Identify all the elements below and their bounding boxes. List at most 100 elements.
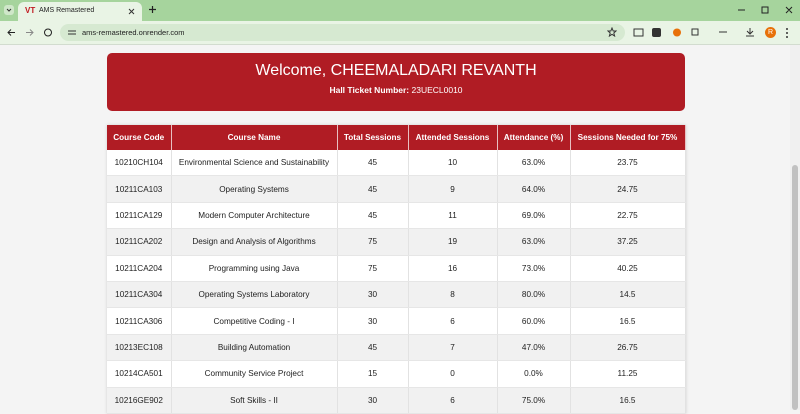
toolbar: ams-remastered.onrender.com R bbox=[0, 21, 800, 45]
site-info[interactable] bbox=[67, 28, 77, 37]
tab-strip: VT AMS Remastered bbox=[0, 0, 800, 21]
table-cell: 45 bbox=[337, 334, 409, 362]
welcome-text: Welcome, CHEEMALADARI REVANTH bbox=[255, 62, 537, 79]
table-cell: Building Automation bbox=[171, 334, 338, 362]
table-cell: 64.0% bbox=[497, 175, 571, 203]
table-cell: 26.75 bbox=[570, 334, 686, 362]
table-cell: Modern Computer Architecture bbox=[171, 202, 338, 230]
ticket-number: 23UECL0010 bbox=[411, 85, 463, 95]
table-cell: Operating Systems bbox=[171, 175, 338, 203]
bookmark-star[interactable] bbox=[607, 27, 617, 37]
table-row: 10211CA304 Operating Systems Laboratory 30… bbox=[107, 281, 686, 309]
table-cell: 30 bbox=[337, 307, 409, 335]
column-header: Attended Sessions bbox=[408, 125, 498, 150]
table-cell: Design and Analysis of Algorithms bbox=[171, 228, 338, 256]
scroll-thumb[interactable] bbox=[792, 165, 798, 410]
new-tab[interactable] bbox=[148, 5, 157, 14]
table-row: 10211CA129 Modern Computer Architecture 45… bbox=[107, 202, 686, 230]
column-header: Attendance (%) bbox=[497, 125, 571, 150]
table-cell: Community Service Project bbox=[171, 360, 338, 388]
table-cell: Operating Systems Laboratory bbox=[171, 281, 338, 309]
table-cell: 10214CA501 bbox=[107, 360, 172, 388]
nav-buttons[interactable] bbox=[6, 27, 56, 38]
table-row: 10214CA501 Community Service Project 15 0 0.… bbox=[107, 360, 686, 388]
table-row: 10216GE902 Soft Skills - II 30 6 75.0% 16.5 bbox=[107, 387, 686, 414]
tab-title: AMS Remastered bbox=[39, 7, 95, 14]
table-cell: 37.25 bbox=[570, 228, 686, 256]
table-cell: 10211CA306 bbox=[107, 307, 172, 335]
menu[interactable] bbox=[785, 27, 789, 39]
table-cell: 6 bbox=[408, 307, 498, 335]
table-cell: 0 bbox=[408, 360, 498, 388]
table-body: 10210CH104 Environmental Science and Sust… bbox=[107, 150, 686, 414]
table-cell: 30 bbox=[337, 387, 409, 414]
header-row: Course Code Course Name Total Sessions Atte… bbox=[107, 125, 686, 150]
table-cell: 45 bbox=[337, 202, 409, 230]
url: ams-remastered.onrender.com bbox=[82, 28, 185, 37]
welcome-card: Welcome, CHEEMALADARI REVANTH Hall Ticke… bbox=[107, 53, 685, 111]
table-row: 10213EC108 Building Automation 45 7 47.0% 26.… bbox=[107, 334, 686, 362]
hall-ticket: Hall Ticket Number: 23UECL0010 bbox=[107, 85, 685, 95]
table-cell: 60.0% bbox=[497, 307, 571, 335]
table-cell: 10211CA202 bbox=[107, 228, 172, 256]
table-row: 10211CA202 Design and Analysis of Algorit… bbox=[107, 228, 686, 256]
table-cell: 8 bbox=[408, 281, 498, 309]
table-cell: Competitive Coding - I bbox=[171, 307, 338, 335]
table-cell: 47.0% bbox=[497, 334, 571, 362]
table-cell: 19 bbox=[408, 228, 498, 256]
table-cell: 16.5 bbox=[570, 307, 686, 335]
attendance-table: Course Code Course Name Total Sessions Atte… bbox=[107, 125, 686, 414]
table-cell: 14.5 bbox=[570, 281, 686, 309]
table-cell: 45 bbox=[337, 150, 409, 177]
table-cell: 15 bbox=[337, 360, 409, 388]
table-cell: Environmental Science and Sustainability bbox=[171, 150, 338, 177]
table-cell: 23.75 bbox=[570, 150, 686, 177]
table-cell: 73.0% bbox=[497, 255, 571, 282]
address-bar[interactable]: ams-remastered.onrender.com bbox=[60, 24, 625, 41]
table-row: 10211CA204 Programming using Java 75 16 73.0… bbox=[107, 255, 686, 282]
table-row: 10211CA306 Competitive Coding - I 30 6 60.0%… bbox=[107, 307, 686, 335]
table-cell: Soft Skills - II bbox=[171, 387, 338, 414]
table-cell: 69.0% bbox=[497, 202, 571, 230]
table-cell: 6 bbox=[408, 387, 498, 414]
table-cell: 10213EC108 bbox=[107, 334, 172, 362]
column-header: Sessions Needed for 75% bbox=[570, 125, 686, 150]
close-tab[interactable] bbox=[128, 8, 135, 15]
table-cell: 45 bbox=[337, 175, 409, 203]
table-cell: 10211CA304 bbox=[107, 281, 172, 309]
extensions[interactable] bbox=[633, 27, 758, 39]
table-cell: 10211CA204 bbox=[107, 255, 172, 282]
table-row: 10210CH104 Environmental Science and Sust… bbox=[107, 150, 686, 177]
profile-avatar[interactable]: R bbox=[765, 27, 776, 38]
table-cell: 80.0% bbox=[497, 281, 571, 309]
table-cell: 75.0% bbox=[497, 387, 571, 414]
table-cell: Programming using Java bbox=[171, 255, 338, 282]
table-cell: 40.25 bbox=[570, 255, 686, 282]
scrollbar[interactable] bbox=[790, 45, 800, 410]
table-cell: 10211CA103 bbox=[107, 175, 172, 203]
table-row: 10211CA103 Operating Systems 45 9 64.0% 24.75 bbox=[107, 175, 686, 203]
table-cell: 10211CA129 bbox=[107, 202, 172, 230]
table-cell: 75 bbox=[337, 255, 409, 282]
table-cell: 16 bbox=[408, 255, 498, 282]
active-tab[interactable]: VT AMS Remastered bbox=[18, 2, 142, 21]
table-cell: 10210CH104 bbox=[107, 150, 172, 177]
table-cell: 16.5 bbox=[570, 387, 686, 414]
table-cell: 10216GE902 bbox=[107, 387, 172, 414]
tab-search[interactable] bbox=[4, 5, 14, 15]
table-cell: 11 bbox=[408, 202, 498, 230]
column-header: Total Sessions bbox=[337, 125, 409, 150]
table-cell: 9 bbox=[408, 175, 498, 203]
table-cell: 30 bbox=[337, 281, 409, 309]
table-cell: 22.75 bbox=[570, 202, 686, 230]
table-cell: 75 bbox=[337, 228, 409, 256]
column-header: Course Code bbox=[107, 125, 172, 150]
favicon: VT bbox=[25, 6, 36, 15]
window-controls[interactable] bbox=[735, 4, 795, 16]
column-header: Course Name bbox=[171, 125, 338, 150]
table-cell: 0.0% bbox=[497, 360, 571, 388]
table-cell: 7 bbox=[408, 334, 498, 362]
table-cell: 63.0% bbox=[497, 228, 571, 256]
table-cell: 63.0% bbox=[497, 150, 571, 177]
